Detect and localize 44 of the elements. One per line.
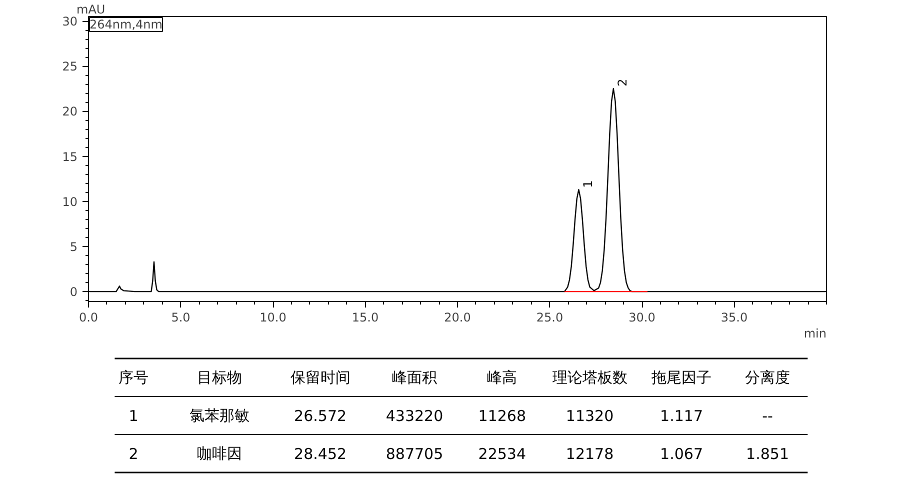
text: 保留时间	[290, 368, 350, 386]
text: 1	[128, 407, 138, 425]
text: 11320	[566, 407, 614, 425]
text: 拖尾因子	[650, 368, 712, 386]
annotation: 264nm,4nm	[90, 18, 162, 32]
x-tick-label: 15.0	[352, 310, 379, 324]
y-tick-label: 25	[62, 60, 78, 74]
y-axis-title: mAU	[76, 2, 106, 16]
x-tick-label: 5.0	[171, 310, 190, 324]
text: 峰面积	[392, 368, 437, 386]
x-axis-title: min	[804, 326, 827, 340]
text: 1.117	[660, 407, 704, 425]
text: 目标物	[197, 368, 242, 386]
text: 26.572	[294, 407, 347, 425]
y-tick-label: 5	[70, 240, 78, 254]
annotation: 1	[580, 180, 595, 188]
text: 咖啡因	[197, 444, 242, 462]
y-tick-label: 20	[62, 104, 78, 119]
text: 11268	[478, 407, 526, 425]
text: 2	[128, 445, 138, 463]
y-tick-label: 10	[62, 194, 78, 209]
text: 分离度	[745, 368, 790, 386]
text: 氯苯那敏	[190, 406, 250, 424]
text: 28.452	[294, 445, 347, 463]
x-tick-label: 25.0	[536, 310, 564, 324]
annotation: 2	[615, 78, 630, 86]
y-tick-label: 0	[70, 285, 78, 300]
text: 序号	[118, 368, 149, 386]
text: 理论塔板数	[552, 368, 628, 386]
x-tick-label: 20.0	[444, 310, 471, 324]
text: 22534	[478, 445, 526, 463]
x-tick-label: 0.0	[78, 310, 98, 324]
x-tick-label: 10.0	[260, 310, 286, 324]
text: 887705	[386, 445, 444, 463]
x-tick-label: 35.0	[720, 310, 748, 324]
text: 12178	[566, 445, 614, 463]
y-tick-label: 15	[62, 150, 78, 164]
x-tick-label: 30.0	[628, 310, 656, 324]
text: 433220	[386, 407, 444, 425]
text: 1.067	[660, 445, 704, 463]
text: 峰高	[487, 368, 518, 386]
text: 1.851	[746, 445, 790, 463]
y-tick-label: 30	[62, 14, 78, 29]
text: --	[762, 407, 773, 425]
